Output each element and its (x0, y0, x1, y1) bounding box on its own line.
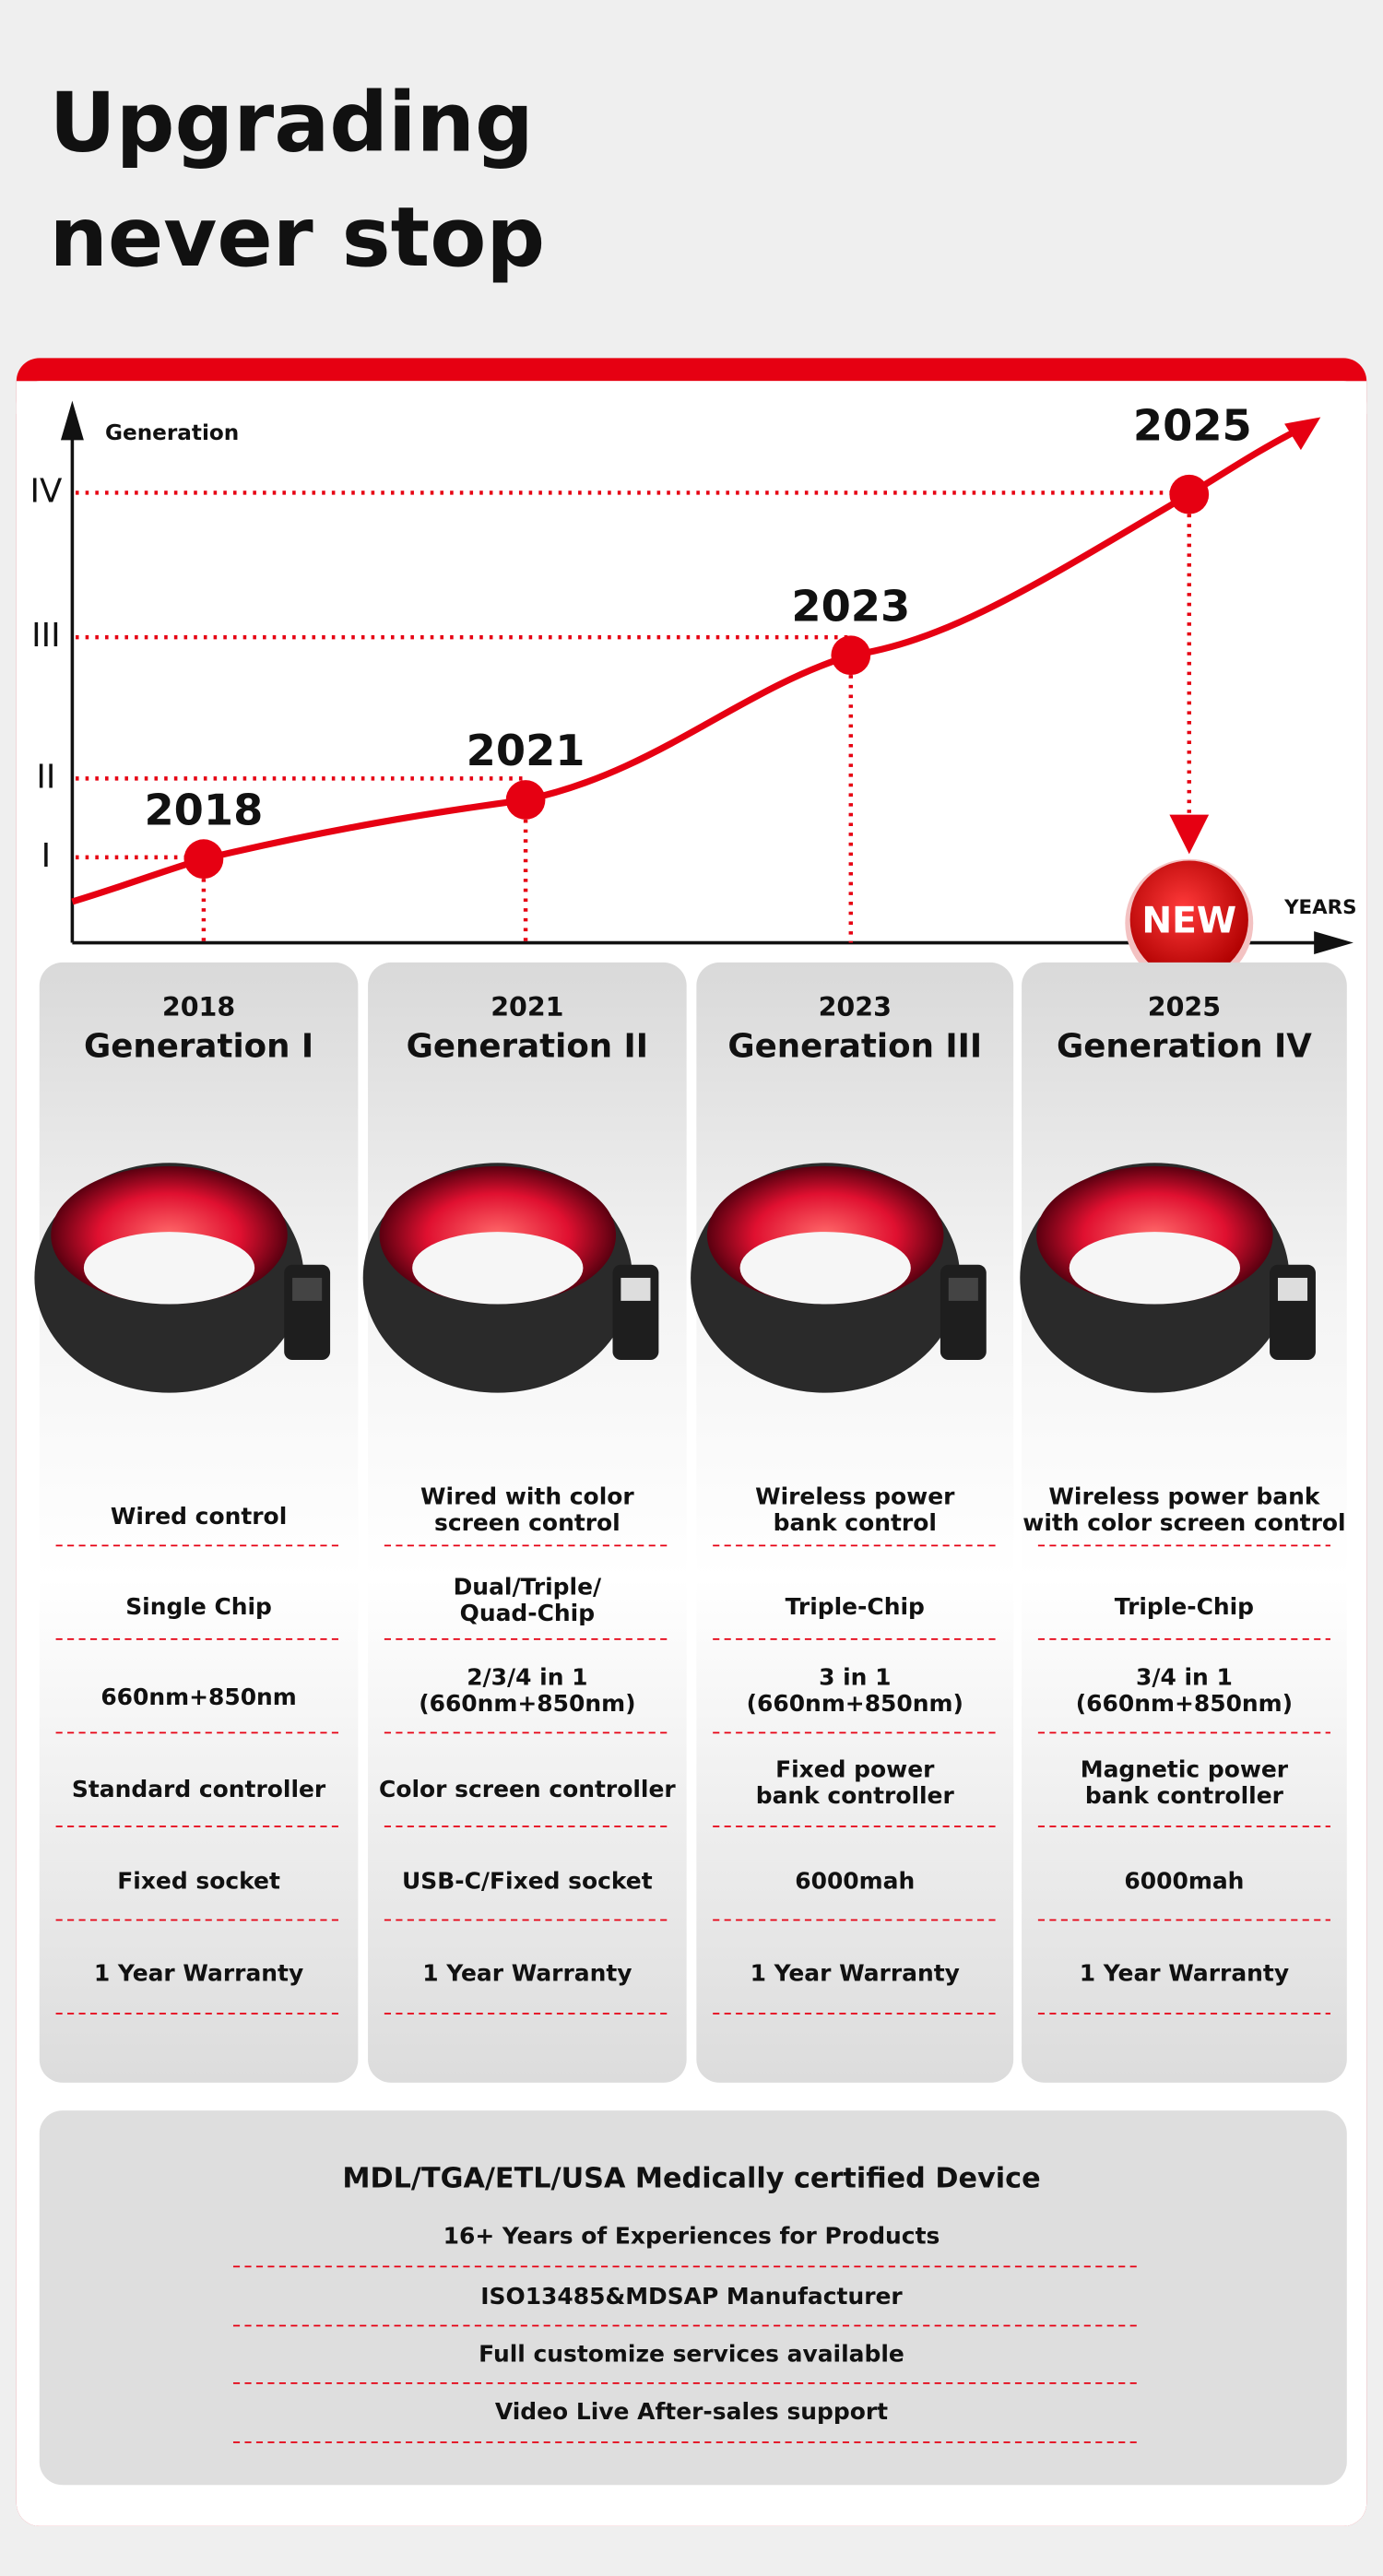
feature-text: Magnetic power (1081, 1755, 1289, 1782)
feature-text: screen control (434, 1509, 621, 1536)
year-point (1169, 474, 1210, 514)
title-line: Upgrading (49, 75, 533, 171)
year-label: 2021 (467, 726, 585, 775)
column-year: 2021 (491, 992, 563, 1022)
column-name: Generation I (84, 1028, 313, 1066)
feature-text: 6000mah (795, 1868, 915, 1895)
level-label: III (31, 617, 61, 655)
columns: 2018 Generation I Wired control Single Chip… (34, 962, 1347, 2083)
title-line: never stop (49, 190, 545, 286)
level-label: II (36, 758, 55, 796)
belt-inner (412, 1232, 584, 1305)
year-point (831, 635, 871, 676)
cert-item: Full customize services available (479, 2341, 904, 2368)
y-axis-label: Generation (105, 421, 239, 445)
feature-text: (660nm+850nm) (419, 1690, 635, 1717)
feature-text: 660nm+850nm (100, 1684, 296, 1710)
curve-arrow (1284, 417, 1321, 451)
feature-text: USB-C/Fixed socket (402, 1868, 653, 1895)
feature-text: 3/4 in 1 (1136, 1664, 1233, 1691)
column-name: Generation IV (1057, 1028, 1312, 1066)
cert-item: ISO13485&MDSAP Manufacturer (480, 2283, 903, 2310)
timeline: GenerationYEARSIVIIIIII2018202120232025N… (30, 400, 1357, 987)
year-point (183, 839, 224, 880)
feature-text: bank control (774, 1509, 937, 1536)
belt-inner (739, 1232, 911, 1305)
feature-text: Standard controller (72, 1776, 326, 1802)
feature-text: 1 Year Warranty (1080, 1959, 1289, 1986)
feature-text: (660nm+850nm) (1076, 1690, 1293, 1717)
belt-inner (1069, 1232, 1240, 1305)
feature-text: 1 Year Warranty (422, 1959, 632, 1986)
column-name: Generation III (727, 1028, 982, 1066)
feature-text: (660nm+850nm) (747, 1690, 963, 1717)
feature-text: Dual/Triple/ (454, 1574, 602, 1601)
feature-text: Wired with color (420, 1483, 634, 1510)
year-label: 2023 (791, 581, 910, 631)
new-badge (1129, 860, 1248, 979)
level-label: IV (30, 472, 63, 510)
feature-text: 1 Year Warranty (94, 1959, 303, 1986)
feature-text: Triple-Chip (1115, 1593, 1254, 1620)
feature-text: 6000mah (1124, 1868, 1244, 1895)
cert-item: 16+ Years of Experiences for Products (443, 2222, 940, 2249)
cert-item: Video Live After-sales support (495, 2398, 888, 2425)
column-year: 2025 (1148, 992, 1221, 1022)
cert-heading: MDL/TGA/ETL/USA Medically certified Devi… (342, 2162, 1040, 2194)
feature-text: Fixed socket (117, 1868, 280, 1895)
year-label: 2018 (144, 785, 263, 834)
belt-inner (83, 1232, 255, 1305)
level-label: I (41, 837, 52, 875)
feature-text: Fixed power (775, 1755, 935, 1782)
y-arrow (60, 400, 84, 441)
controller-screen (292, 1277, 323, 1301)
x-arrow (1314, 931, 1353, 955)
feature-text: bank controller (756, 1782, 955, 1809)
card-fill (16, 381, 1367, 414)
feature-text: 2/3/4 in 1 (467, 1664, 587, 1691)
controller-screen (948, 1277, 978, 1301)
year-point (505, 780, 546, 820)
cert-list: 16+ Years of Experiences for Products ISO… (232, 2222, 1137, 2443)
new-label: NEW (1141, 901, 1236, 942)
column-year: 2018 (162, 992, 235, 1022)
controller-screen (621, 1277, 651, 1301)
feature-text: Wireless power (755, 1483, 955, 1510)
feature-text: Color screen controller (379, 1776, 676, 1802)
feature-text: with color screen control (1022, 1509, 1345, 1536)
controller-screen (1277, 1277, 1308, 1301)
feature-text: Wireless power bank (1048, 1483, 1320, 1510)
x-axis-label: YEARS (1283, 896, 1356, 919)
feature-text: 1 Year Warranty (751, 1959, 960, 1986)
down-arrow (1169, 814, 1210, 855)
column-name: Generation II (407, 1028, 648, 1066)
feature-text: Quad-Chip (460, 1600, 595, 1626)
feature-text: Triple-Chip (786, 1593, 925, 1620)
feature-text: bank controller (1085, 1782, 1284, 1809)
feature-text: Wired control (111, 1503, 287, 1530)
cert-box (39, 2110, 1347, 2486)
feature-text: 3 in 1 (819, 1664, 891, 1691)
column-year: 2023 (819, 992, 892, 1022)
year-label: 2025 (1133, 400, 1252, 450)
feature-text: Single Chip (125, 1593, 272, 1620)
